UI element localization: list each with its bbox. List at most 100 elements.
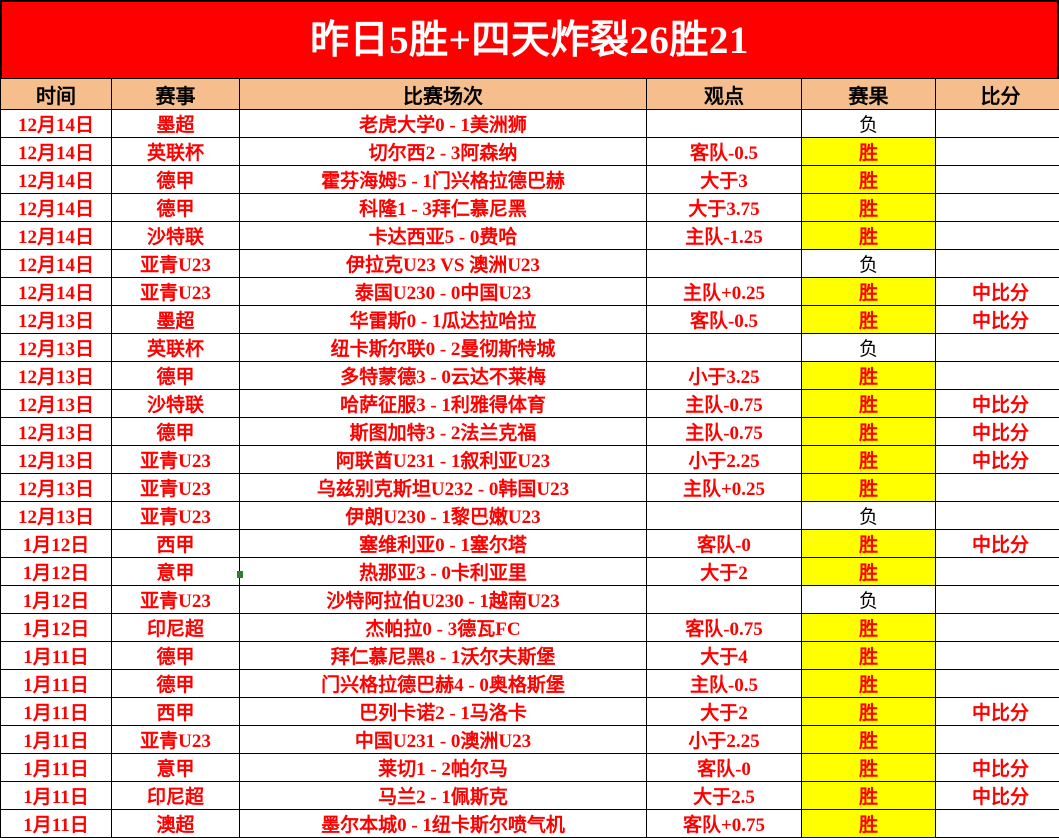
cell-match: 阿联酋U231 - 1叙利亚U23 [240, 446, 647, 474]
cell-league: 亚青U23 [112, 446, 240, 474]
cell-score [936, 222, 1059, 250]
cell-match: 华雷斯0 - 1瓜达拉哈拉 [240, 306, 647, 334]
cell-league: 印尼超 [112, 782, 240, 810]
cell-league: 意甲 [112, 754, 240, 782]
cell-time: 1月12日 [1, 586, 112, 614]
cell-match: 莱切1 - 2帕尔马 [240, 754, 647, 782]
cell-score [936, 250, 1059, 278]
cell-view: 客队-0.5 [647, 138, 802, 166]
column-header-match: 比赛场次 [240, 79, 647, 110]
table-header: 时间 赛事 比赛场次 观点 赛果 比分 [1, 79, 1059, 110]
cell-score: 中比分 [936, 418, 1059, 446]
cell-result: 负 [802, 586, 936, 614]
cell-league: 亚青U23 [112, 474, 240, 502]
cell-league: 英联杯 [112, 138, 240, 166]
cell-match: 马兰2 - 1佩斯克 [240, 782, 647, 810]
cell-result: 胜 [802, 138, 936, 166]
cell-time: 12月13日 [1, 390, 112, 418]
cell-league: 亚青U23 [112, 502, 240, 530]
cell-view [647, 586, 802, 614]
cell-result: 胜 [802, 166, 936, 194]
cell-time: 12月14日 [1, 278, 112, 306]
cell-time: 12月14日 [1, 250, 112, 278]
cell-time: 1月11日 [1, 670, 112, 698]
cell-view: 主队-0.75 [647, 418, 802, 446]
cell-score [936, 502, 1059, 530]
cell-match: 中国U231 - 0澳洲U23 [240, 726, 647, 754]
cell-view [647, 334, 802, 362]
results-table: 时间 赛事 比赛场次 观点 赛果 比分 12月14日墨超老虎大学0 - 1美洲狮… [0, 78, 1059, 838]
cell-match: 墨尔本城0 - 1纽卡斯尔喷气机 [240, 810, 647, 838]
cell-view: 主队+0.25 [647, 278, 802, 306]
cell-result: 胜 [802, 390, 936, 418]
cell-score [936, 810, 1059, 838]
cell-view: 客队-0 [647, 754, 802, 782]
cell-league: 澳超 [112, 810, 240, 838]
cell-view: 主队-0.5 [647, 670, 802, 698]
cell-league: 印尼超 [112, 614, 240, 642]
cell-view: 客队-0.75 [647, 614, 802, 642]
cell-view: 客队-0 [647, 530, 802, 558]
cell-league: 亚青U23 [112, 250, 240, 278]
cell-time: 12月14日 [1, 138, 112, 166]
cell-view [647, 110, 802, 138]
column-header-view: 观点 [647, 79, 802, 110]
cell-time: 12月13日 [1, 474, 112, 502]
cell-view: 主队+0.25 [647, 474, 802, 502]
column-header-time: 时间 [1, 79, 112, 110]
cell-league: 沙特联 [112, 222, 240, 250]
cell-match: 门兴格拉德巴赫4 - 0奥格斯堡 [240, 670, 647, 698]
cell-league: 德甲 [112, 362, 240, 390]
cell-match: 切尔西2 - 3阿森纳 [240, 138, 647, 166]
cell-result: 胜 [802, 278, 936, 306]
cell-score [936, 474, 1059, 502]
cell-match: 沙特阿拉伯U230 - 1越南U23 [240, 586, 647, 614]
cell-league: 墨超 [112, 306, 240, 334]
cell-league: 德甲 [112, 670, 240, 698]
cell-score: 中比分 [936, 278, 1059, 306]
cell-score: 中比分 [936, 306, 1059, 334]
cell-time: 12月14日 [1, 110, 112, 138]
cell-match: 斯图加特3 - 2法兰克福 [240, 418, 647, 446]
cell-score [936, 334, 1059, 362]
cell-time: 12月13日 [1, 418, 112, 446]
cell-match: 老虎大学0 - 1美洲狮 [240, 110, 647, 138]
cell-league: 德甲 [112, 418, 240, 446]
cell-view: 主队-0.75 [647, 390, 802, 418]
cell-league: 亚青U23 [112, 278, 240, 306]
cell-score: 中比分 [936, 446, 1059, 474]
cell-score [936, 558, 1059, 586]
cell-match: 哈萨征服3 - 1利雅得体育 [240, 390, 647, 418]
cell-score [936, 642, 1059, 670]
cell-league: 德甲 [112, 642, 240, 670]
cell-time: 12月14日 [1, 194, 112, 222]
cell-result: 胜 [802, 670, 936, 698]
cell-league: 英联杯 [112, 334, 240, 362]
cell-time: 12月13日 [1, 362, 112, 390]
cell-result: 胜 [802, 726, 936, 754]
cell-view [647, 502, 802, 530]
cell-result: 胜 [802, 754, 936, 782]
column-header-result: 赛果 [802, 79, 936, 110]
header-row: 时间 赛事 比赛场次 观点 赛果 比分 [1, 79, 1059, 110]
cell-time: 1月12日 [1, 530, 112, 558]
column-header-league: 赛事 [112, 79, 240, 110]
cell-result: 胜 [802, 558, 936, 586]
cell-time: 1月11日 [1, 698, 112, 726]
cell-result: 胜 [802, 418, 936, 446]
cell-league: 意甲 [112, 558, 240, 586]
